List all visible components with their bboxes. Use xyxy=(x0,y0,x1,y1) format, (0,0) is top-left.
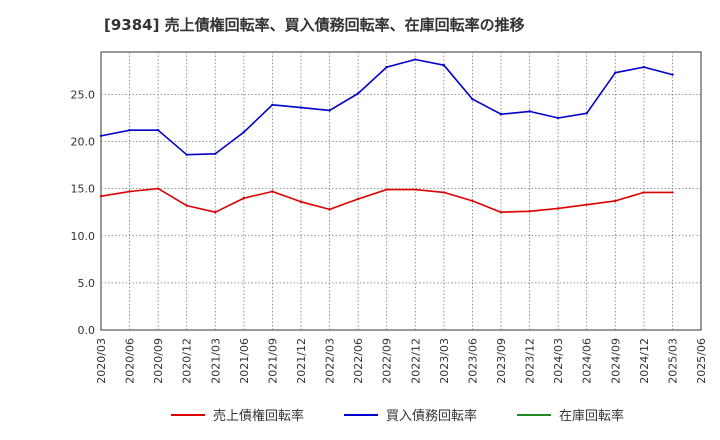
x-tick-label: 2025/06 xyxy=(695,338,708,384)
data-point-s2-2020/12 xyxy=(185,153,188,156)
data-point-s2-2022/09 xyxy=(385,65,388,69)
data-point-s2-2020/03 xyxy=(99,134,103,138)
data-point-s1-2024/12 xyxy=(642,191,646,194)
data-point-s1-2023/03 xyxy=(442,191,446,194)
plot-frame xyxy=(100,51,702,331)
x-tick-label: 2023/03 xyxy=(438,338,451,384)
data-point-s2-2021/09 xyxy=(271,103,274,106)
y-tick-label: 15.0 xyxy=(71,183,96,196)
data-point-s1-2021/03 xyxy=(214,211,217,214)
x-tick-label: 2022/06 xyxy=(352,338,365,384)
data-point-s2-2024/06 xyxy=(585,112,588,115)
data-point-s1-2022/03 xyxy=(328,208,331,211)
data-point-s1-2023/12 xyxy=(528,210,531,213)
data-point-s2-2023/12 xyxy=(528,110,531,113)
data-point-s1-2024/06 xyxy=(585,203,588,206)
series-group xyxy=(99,58,674,214)
x-tick-label: 2023/12 xyxy=(524,338,537,384)
legend-label-3: 在庫回転率 xyxy=(559,408,624,424)
data-point-s2-2024/12 xyxy=(642,65,646,69)
data-point-s2-2020/09 xyxy=(156,129,160,132)
x-tick-label: 2020/03 xyxy=(95,338,108,384)
data-point-s1-2021/06 xyxy=(242,196,246,200)
legend-label-2: 買入債務回転率 xyxy=(386,408,477,424)
x-tick-label: 2024/03 xyxy=(552,338,565,384)
data-point-s1-2020/09 xyxy=(156,187,160,190)
data-point-s1-2021/09 xyxy=(271,190,274,193)
x-tick-label: 2023/06 xyxy=(466,338,479,384)
data-point-s2-2024/03 xyxy=(556,116,560,120)
data-point-s1-2020/12 xyxy=(185,204,188,207)
x-tick-label: 2024/06 xyxy=(581,338,594,384)
data-point-s1-2024/09 xyxy=(614,199,617,203)
data-point-s2-2022/12 xyxy=(414,58,417,61)
data-point-s1-2020/06 xyxy=(128,190,131,193)
legend: 売上債権回転率 買入債務回転率 在庫回転率 xyxy=(171,408,624,424)
x-tick-label: 2024/12 xyxy=(638,338,651,384)
x-tick-label: 2020/12 xyxy=(181,338,194,384)
data-point-s2-2024/09 xyxy=(614,71,617,74)
x-tick-label: 2025/03 xyxy=(666,338,679,384)
y-tick-label: 25.0 xyxy=(71,88,96,101)
y-tick-label: 0.0 xyxy=(78,324,96,337)
x-tick-label: 2024/09 xyxy=(609,338,622,384)
data-point-s1-2020/03 xyxy=(99,194,103,198)
data-point-s2-2023/06 xyxy=(471,97,474,101)
data-point-s2-2021/06 xyxy=(242,130,246,134)
x-tick-label: 2020/09 xyxy=(152,338,165,384)
data-point-s1-2025/03 xyxy=(671,191,674,194)
y-tick-label: 10.0 xyxy=(71,230,96,243)
data-point-s1-2024/03 xyxy=(556,207,560,210)
x-tick-label: 2022/03 xyxy=(324,338,337,384)
grid xyxy=(100,51,702,331)
data-point-s1-2022/09 xyxy=(385,188,388,191)
x-tick-label: 2021/03 xyxy=(209,338,222,384)
data-point-s2-2022/03 xyxy=(328,109,331,112)
legend-label-1: 売上債権回転率 xyxy=(213,408,304,424)
chart-title: [9384] 売上債権回転率、買入債務回転率、在庫回転率の推移 xyxy=(104,16,525,34)
data-point-s1-2023/06 xyxy=(471,199,474,203)
data-point-s2-2020/06 xyxy=(128,129,131,132)
x-tick-label: 2021/06 xyxy=(238,338,251,384)
data-point-s2-2021/03 xyxy=(214,152,217,155)
data-point-s2-2025/03 xyxy=(671,73,674,76)
data-point-s1-2022/06 xyxy=(356,197,360,201)
data-point-s2-2023/09 xyxy=(499,112,503,116)
data-point-s1-2021/12 xyxy=(299,200,303,204)
x-tick-label: 2023/09 xyxy=(495,338,508,384)
data-point-s2-2022/06 xyxy=(356,92,360,95)
data-point-s1-2023/09 xyxy=(499,211,503,214)
data-point-s2-2021/12 xyxy=(299,106,303,109)
data-point-s1-2022/12 xyxy=(414,188,417,191)
x-tick-label: 2021/09 xyxy=(266,338,279,384)
axes: 0.0 5.0 10.0 15.0 20.0 25.0 2020/03 2020/06 2020… xyxy=(71,88,709,383)
y-tick-label: 20.0 xyxy=(71,136,96,149)
data-point-s2-2023/03 xyxy=(442,63,446,67)
x-tick-label: 2021/12 xyxy=(295,338,308,384)
x-tick-label: 2022/12 xyxy=(409,338,422,384)
y-tick-label: 5.0 xyxy=(78,277,96,290)
x-tick-label: 2020/06 xyxy=(124,338,137,384)
x-tick-label: 2022/09 xyxy=(381,338,394,384)
